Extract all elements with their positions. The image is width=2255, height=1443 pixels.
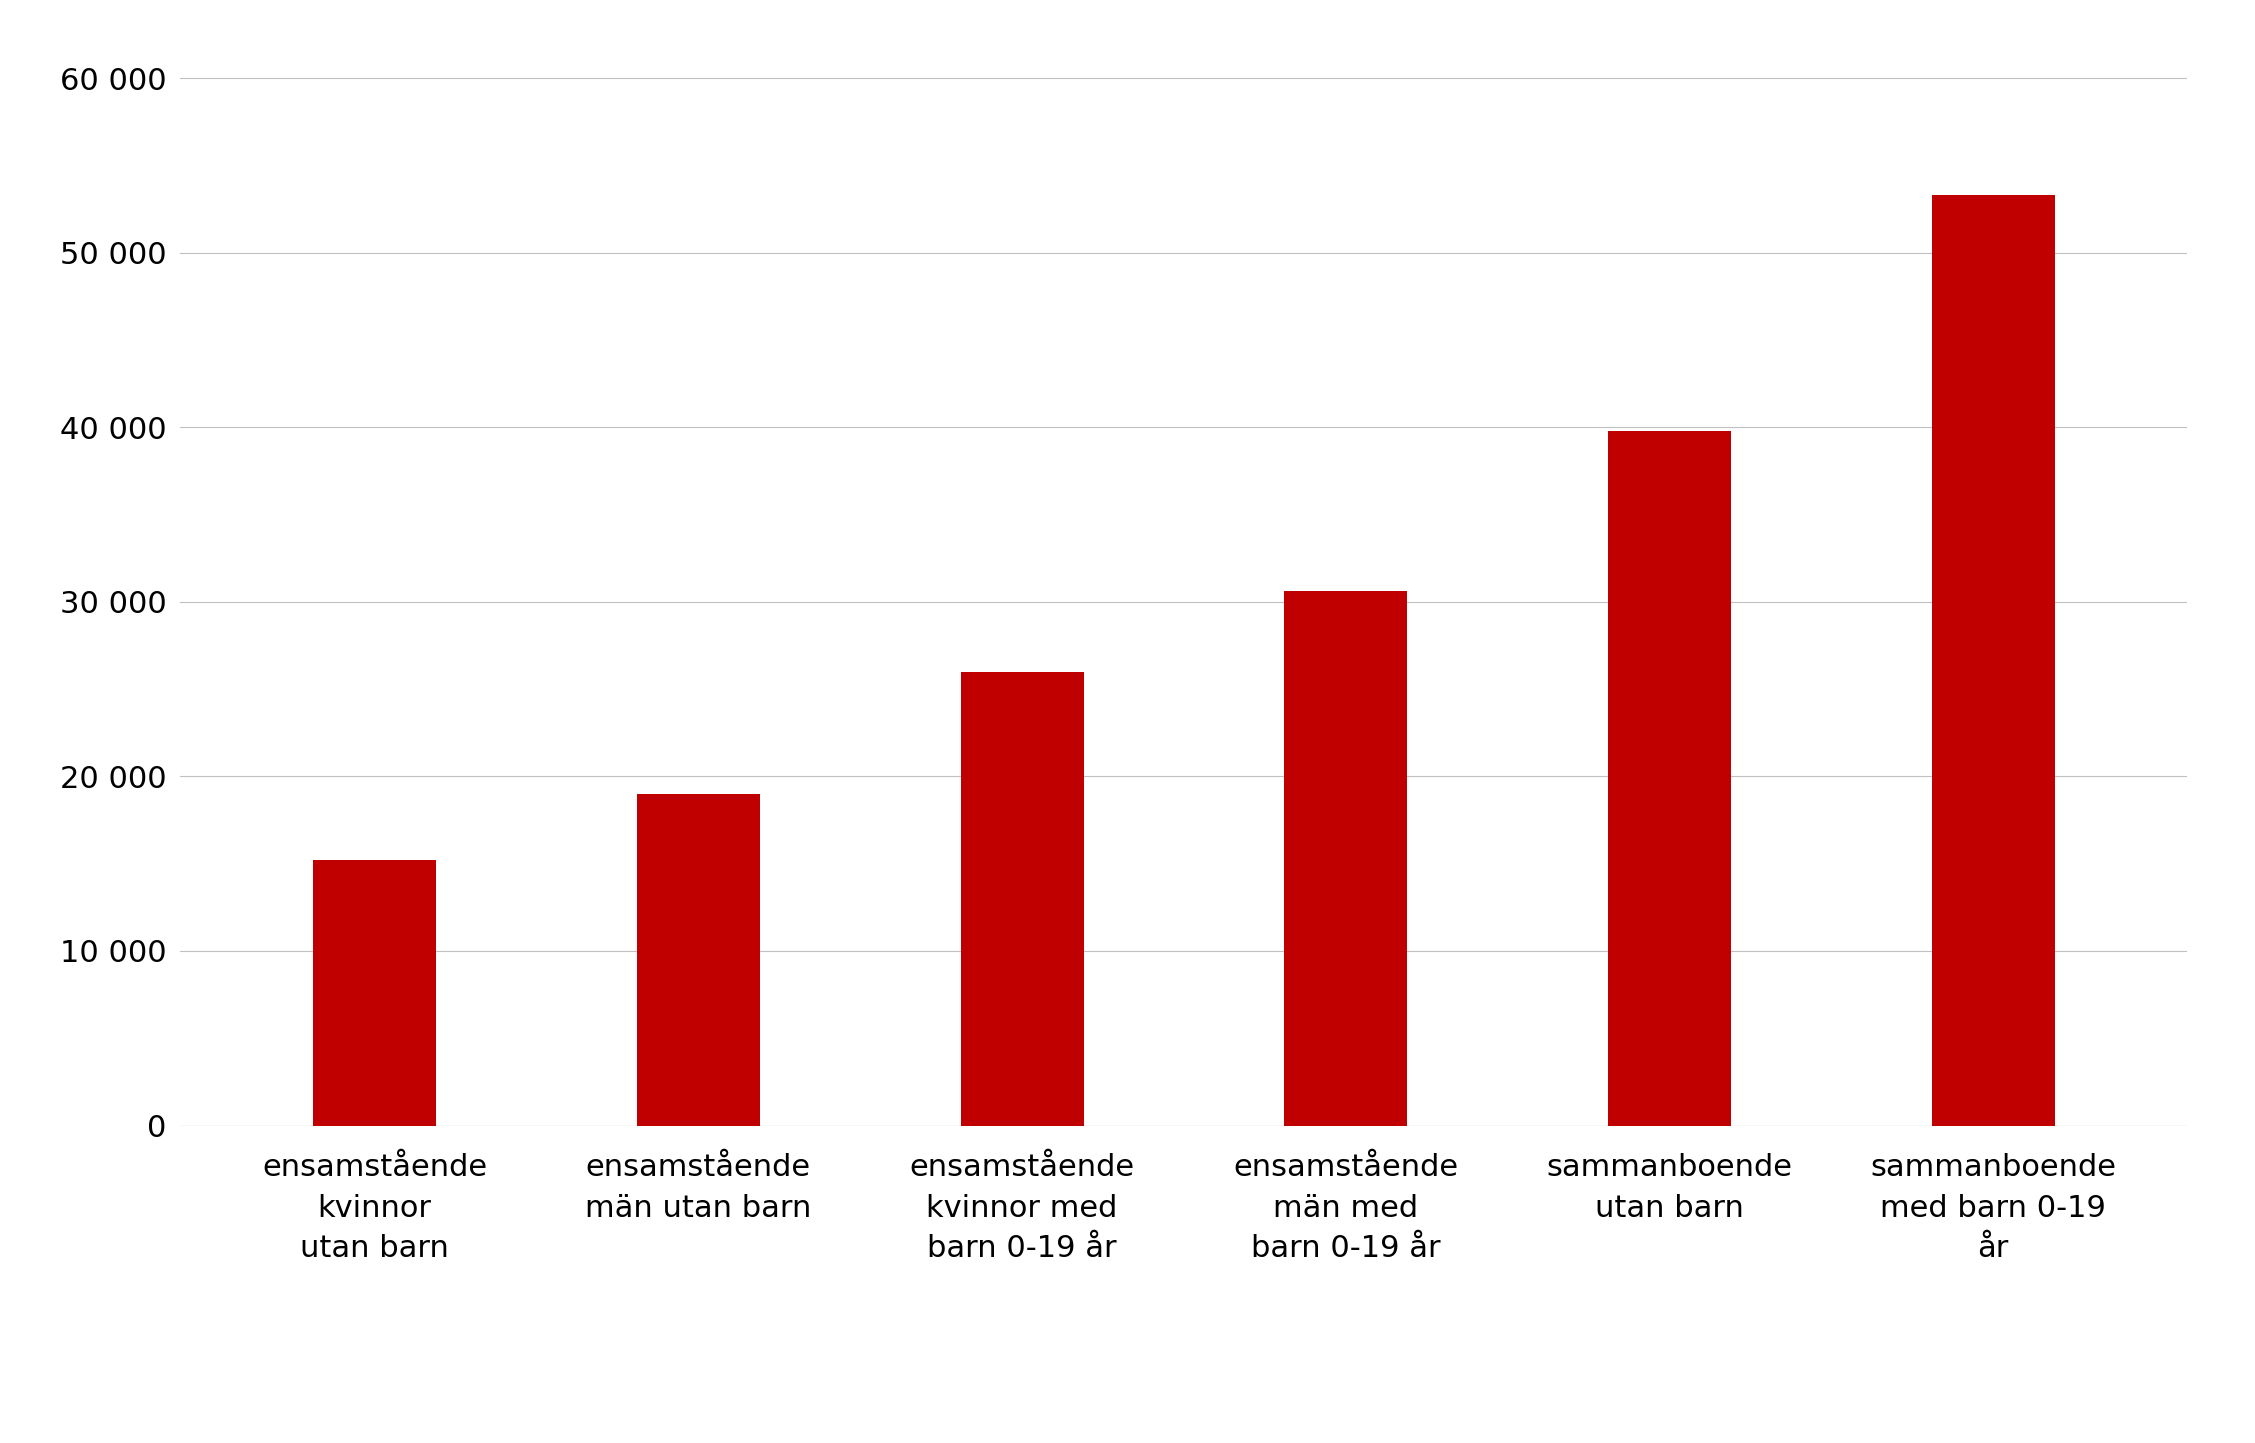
Bar bbox=[313, 860, 435, 1126]
Bar bbox=[1933, 195, 2054, 1126]
Bar bbox=[636, 794, 760, 1126]
Bar bbox=[1608, 431, 1732, 1126]
Bar bbox=[961, 671, 1085, 1126]
Bar bbox=[1285, 592, 1407, 1126]
